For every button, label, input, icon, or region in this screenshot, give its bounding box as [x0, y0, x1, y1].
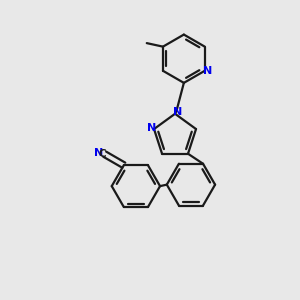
Text: N: N — [147, 124, 156, 134]
Text: N: N — [94, 148, 103, 158]
Text: N: N — [173, 107, 183, 117]
Text: C: C — [99, 149, 106, 159]
Text: N: N — [202, 66, 212, 76]
